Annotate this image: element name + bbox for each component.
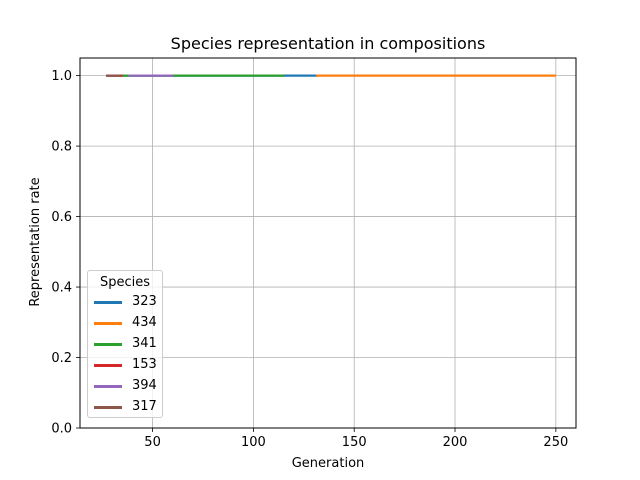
legend-swatch <box>94 385 122 388</box>
legend-swatch <box>94 406 122 409</box>
y-tick-label: 0.4 <box>51 281 72 296</box>
x-tick-label: 100 <box>241 435 266 450</box>
legend-item-317: 317 <box>94 399 160 415</box>
axis-ticks: 50 100 150 200 250 0.0 0.2 0.4 0.6 0.8 1.0 <box>51 69 568 450</box>
legend-label: 323 <box>132 294 157 309</box>
x-axis-label: Generation <box>292 456 365 471</box>
x-tick-label: 150 <box>342 435 367 450</box>
legend-label: 434 <box>132 315 157 330</box>
y-tick-label: 1.0 <box>51 69 72 84</box>
legend-label: 341 <box>132 336 157 351</box>
y-tick-label: 0.6 <box>51 210 72 225</box>
legend-item-323: 323 <box>94 294 160 310</box>
legend-label: 394 <box>132 378 157 393</box>
legend-swatch <box>94 301 122 304</box>
x-tick-label: 200 <box>443 435 468 450</box>
y-tick-label: 0.0 <box>51 422 72 437</box>
legend-swatch <box>94 364 122 367</box>
legend-label: 153 <box>132 357 157 372</box>
legend-item-394: 394 <box>94 378 160 394</box>
plot-frame <box>79 57 577 429</box>
legend-item-341: 341 <box>94 336 160 352</box>
legend-item-434: 434 <box>94 315 160 331</box>
y-axis-label: Representation rate <box>28 177 43 306</box>
legend-label: 317 <box>132 399 157 414</box>
chart-title: Species representation in compositions <box>171 34 486 53</box>
legend-item-153: 153 <box>94 357 160 373</box>
x-tick-label: 250 <box>543 435 568 450</box>
y-tick-label: 0.8 <box>51 140 72 155</box>
y-tick-label: 0.2 <box>51 351 72 366</box>
legend: Species 323 434 341 153 394 317 <box>87 270 163 418</box>
legend-swatch <box>94 343 122 346</box>
x-tick-label: 50 <box>144 435 161 450</box>
legend-title: Species <box>99 275 151 290</box>
legend-swatch <box>94 322 122 325</box>
